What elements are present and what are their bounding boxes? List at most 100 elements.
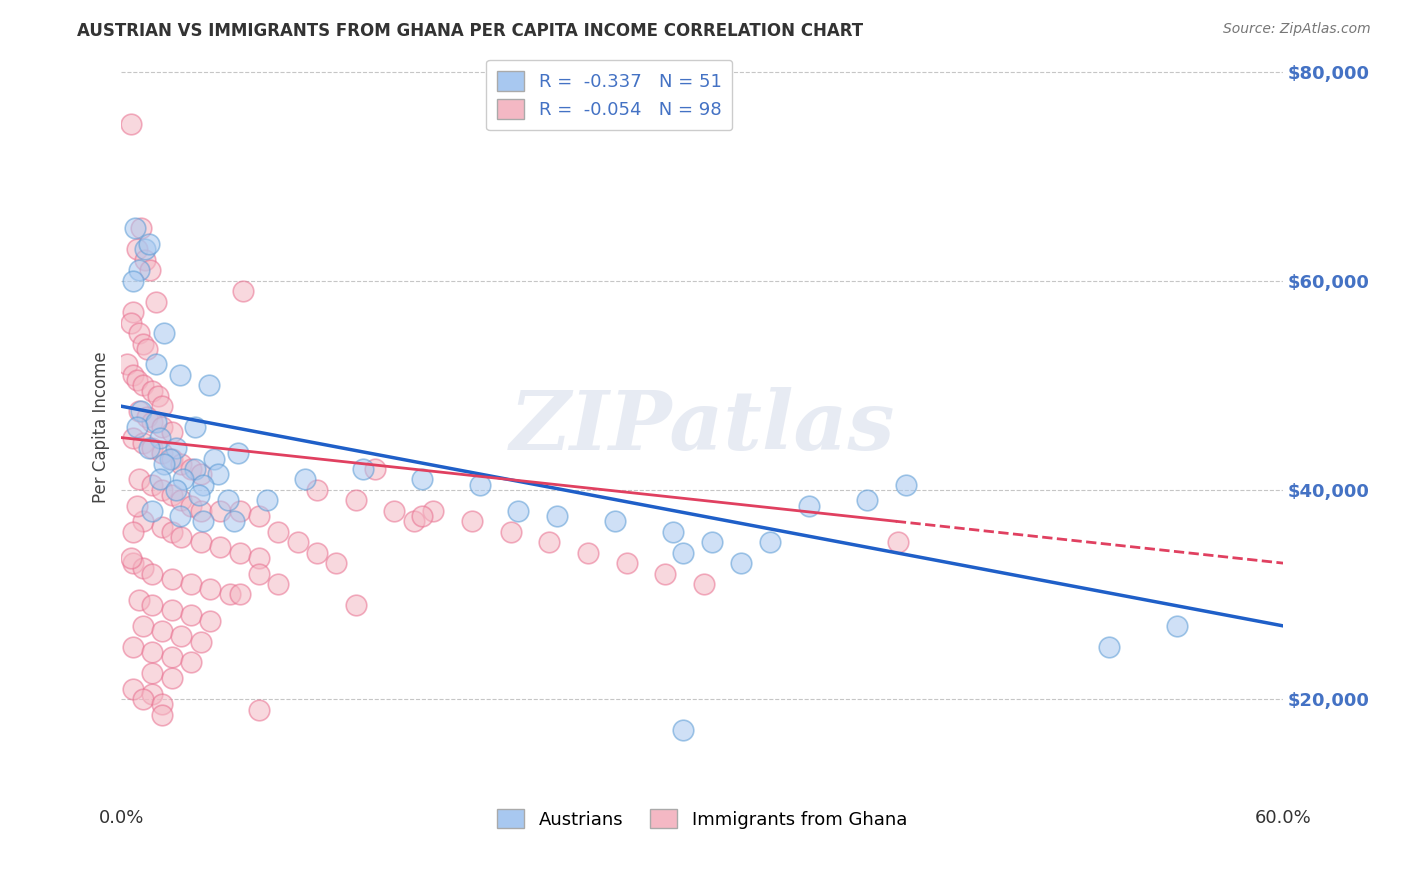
Point <box>422 504 444 518</box>
Point <box>124 221 146 235</box>
Point <box>150 483 173 497</box>
Point <box>856 493 879 508</box>
Point <box>122 368 145 382</box>
Point <box>138 237 160 252</box>
Point <box>150 519 173 533</box>
Point <box>294 473 316 487</box>
Point <box>141 665 163 680</box>
Point <box>141 687 163 701</box>
Point <box>232 284 254 298</box>
Point <box>128 263 150 277</box>
Point <box>160 425 183 440</box>
Point <box>132 692 155 706</box>
Point <box>138 441 160 455</box>
Point <box>693 577 716 591</box>
Point <box>461 514 484 528</box>
Point <box>159 451 181 466</box>
Point <box>141 504 163 518</box>
Point <box>128 592 150 607</box>
Point <box>187 488 209 502</box>
Point <box>160 603 183 617</box>
Point <box>150 624 173 639</box>
Point <box>700 535 723 549</box>
Point <box>191 514 214 528</box>
Text: ZIPatlas: ZIPatlas <box>509 387 896 467</box>
Point <box>1166 619 1188 633</box>
Point <box>141 384 163 398</box>
Point <box>247 509 270 524</box>
Point <box>887 535 910 549</box>
Point <box>180 462 202 476</box>
Point <box>411 509 433 524</box>
Point <box>170 457 193 471</box>
Point <box>616 556 638 570</box>
Point <box>226 446 249 460</box>
Point <box>160 488 183 502</box>
Point <box>165 483 187 497</box>
Point <box>165 441 187 455</box>
Point <box>662 524 685 539</box>
Point <box>184 420 207 434</box>
Point <box>160 572 183 586</box>
Point <box>411 473 433 487</box>
Point <box>153 457 176 471</box>
Point <box>672 546 695 560</box>
Point <box>120 550 142 565</box>
Point <box>402 514 425 528</box>
Point <box>184 462 207 476</box>
Point <box>149 473 172 487</box>
Point <box>128 326 150 340</box>
Point <box>145 294 167 309</box>
Point <box>180 656 202 670</box>
Point <box>546 509 568 524</box>
Point <box>508 504 530 518</box>
Point <box>120 316 142 330</box>
Point <box>267 577 290 591</box>
Point <box>160 451 183 466</box>
Legend: Austrians, Immigrants from Ghana: Austrians, Immigrants from Ghana <box>489 802 914 836</box>
Point <box>180 499 202 513</box>
Point <box>125 499 148 513</box>
Point <box>132 378 155 392</box>
Point <box>200 582 222 597</box>
Point <box>305 483 328 497</box>
Point <box>180 577 202 591</box>
Point <box>160 524 183 539</box>
Point <box>150 399 173 413</box>
Point <box>190 634 212 648</box>
Point <box>797 499 820 513</box>
Point <box>209 504 232 518</box>
Point <box>759 535 782 549</box>
Point <box>672 723 695 738</box>
Point <box>145 415 167 429</box>
Point <box>132 336 155 351</box>
Point <box>384 504 406 518</box>
Point <box>305 546 328 560</box>
Point <box>267 524 290 539</box>
Point <box>141 415 163 429</box>
Point <box>145 358 167 372</box>
Point <box>207 467 229 482</box>
Point <box>141 598 163 612</box>
Y-axis label: Per Capita Income: Per Capita Income <box>93 351 110 503</box>
Point <box>228 546 250 560</box>
Point <box>169 368 191 382</box>
Point <box>209 541 232 555</box>
Point <box>141 441 163 455</box>
Point <box>468 477 491 491</box>
Point <box>344 598 367 612</box>
Point <box>150 446 173 460</box>
Point <box>141 566 163 581</box>
Point <box>135 409 157 424</box>
Point <box>499 524 522 539</box>
Point <box>191 477 214 491</box>
Point <box>228 504 250 518</box>
Point <box>134 243 156 257</box>
Point <box>122 556 145 570</box>
Point <box>141 645 163 659</box>
Point <box>148 389 170 403</box>
Point <box>125 373 148 387</box>
Point <box>134 252 156 267</box>
Text: Source: ZipAtlas.com: Source: ZipAtlas.com <box>1223 22 1371 37</box>
Point <box>344 493 367 508</box>
